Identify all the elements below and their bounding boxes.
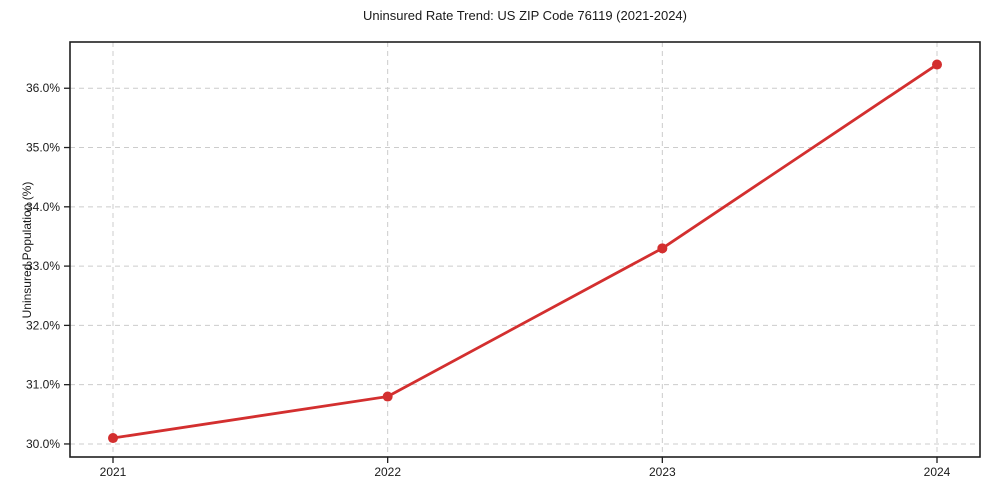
y-tick-label: 30.0% [26,437,60,451]
y-tick-label: 33.0% [26,259,60,273]
x-tick-label: 2023 [649,465,676,479]
y-tick-label: 34.0% [26,200,60,214]
data-point-2024 [932,59,942,70]
chart-title: Uninsured Rate Trend: US ZIP Code 76119 … [363,8,687,23]
data-point-2022 [382,391,393,402]
plot-frame [69,41,981,458]
y-tick-label: 36.0% [26,81,60,95]
x-tick-label: 2021 [100,465,127,479]
y-tick-label: 31.0% [26,378,60,392]
y-tick-label: 32.0% [26,318,60,332]
data-line [111,63,939,440]
x-tick-label: 2022 [374,465,401,479]
data-point-2023 [657,243,668,254]
y-tick-label: 35.0% [26,141,60,155]
x-tick-label: 2024 [924,465,951,479]
data-point-2021 [108,433,118,444]
